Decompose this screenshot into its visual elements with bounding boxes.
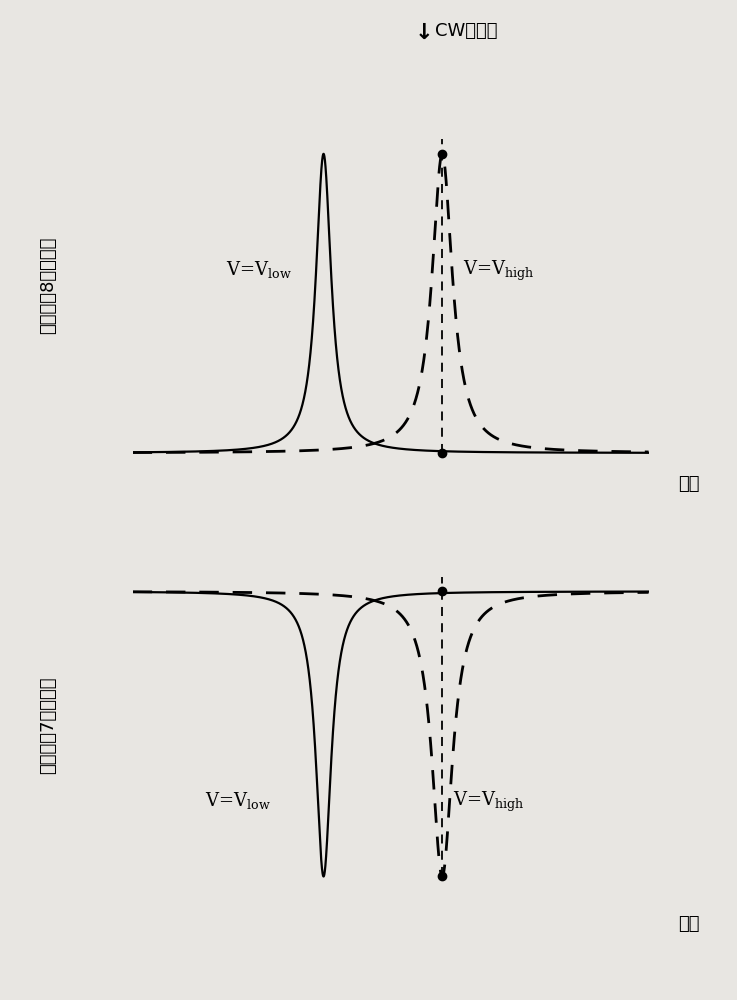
Text: CW光波长: CW光波长 <box>435 22 497 40</box>
Text: 波长: 波长 <box>678 475 699 493</box>
Text: V=V$_{\mathregular{low}}$: V=V$_{\mathregular{low}}$ <box>205 790 270 811</box>
Text: V=V$_{\mathregular{low}}$: V=V$_{\mathregular{low}}$ <box>226 259 291 280</box>
Text: 输出端口8的透过率: 输出端口8的透过率 <box>39 236 57 334</box>
Text: 输出端口7的透过率: 输出端口7的透过率 <box>39 676 57 774</box>
Text: V=V$_{\mathregular{high}}$: V=V$_{\mathregular{high}}$ <box>463 259 534 283</box>
Text: ↓: ↓ <box>414 23 433 43</box>
Text: 波长: 波长 <box>678 915 699 933</box>
Text: V=V$_{\mathregular{high}}$: V=V$_{\mathregular{high}}$ <box>453 790 524 814</box>
